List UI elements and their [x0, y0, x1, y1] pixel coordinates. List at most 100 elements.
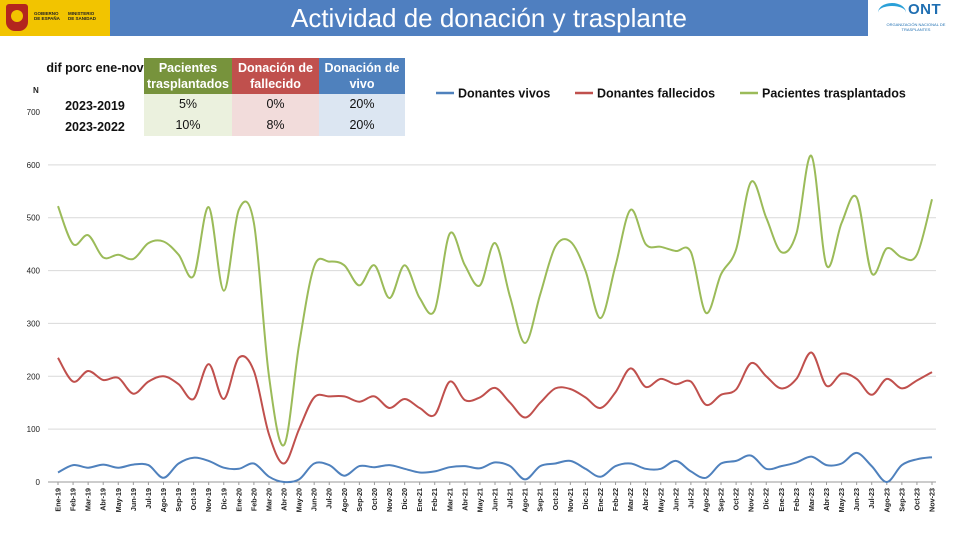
series-line-0 [57, 451, 933, 484]
x-tick-label: Dic-21 [581, 488, 590, 510]
table-cell: 20% [319, 94, 405, 115]
ont-swoosh-icon [878, 3, 906, 22]
table-cell: 8% [232, 115, 319, 136]
header-pacientes: Pacientes trasplantados [144, 58, 232, 94]
y-tick-label: 700 [27, 108, 41, 117]
x-tick-label: May-20 [295, 488, 304, 512]
x-tick-label: Feb-22 [611, 488, 620, 511]
x-tick-label: Sep-20 [355, 488, 364, 512]
ont-logo-subtitle: ORGANIZACIÓN NACIONAL DE TRASPLANTES [886, 22, 946, 32]
series-line-2 [57, 154, 933, 447]
x-tick-label: Ago-23 [882, 488, 891, 512]
x-tick-label: Nov-20 [385, 488, 394, 512]
x-tick-label: Ene-20 [234, 488, 243, 512]
legend-label: Donantes fallecidos [597, 87, 715, 101]
y-tick-label: 500 [27, 214, 41, 223]
x-tick-label: Oct-23 [912, 488, 921, 510]
x-tick-label: Oct-22 [732, 488, 741, 510]
chart-grid [48, 164, 936, 483]
y-tick-label: 300 [27, 319, 41, 328]
x-tick-label: Ene-19 [54, 488, 63, 512]
y-axis-label: N [33, 86, 39, 95]
logo-text-espana: DE ESPAÑA [34, 16, 60, 21]
row-label-2023-2019: 2023-2019 [65, 99, 125, 113]
table-cell: 5% [144, 94, 232, 115]
x-tick-label: Oct-21 [551, 488, 560, 510]
x-tick-label: Jul-21 [506, 488, 515, 509]
x-tick-label: Feb-21 [430, 488, 439, 511]
page-title: Actividad de donación y trasplante [290, 3, 688, 33]
x-tick-label: Ago-20 [340, 488, 349, 512]
x-tick-label: Jul-23 [867, 488, 876, 509]
y-axis-ticks: 0 100 200 300 400 500 600 700 [27, 108, 41, 487]
x-tick-label: Abr-19 [99, 488, 108, 511]
x-tick-label: May-19 [114, 488, 123, 512]
ont-logo: ONT ORGANIZACIÓN NACIONAL DE TRASPLANTES [868, 0, 960, 36]
x-tick-label: Mar-21 [445, 488, 454, 511]
coat-of-arms-icon [6, 4, 28, 31]
header-donacion-vivo: Donación de vivo [319, 58, 405, 94]
x-tick-label: Sep-22 [717, 488, 726, 512]
chart-legend: Donantes vivos Donantes fallecidos Pacient… [436, 87, 906, 101]
y-tick-label: 100 [27, 425, 41, 434]
header-donacion-fallecido: Donación de fallecido [232, 58, 319, 94]
x-tick-label: Ago-21 [521, 488, 530, 512]
y-tick-label: 200 [27, 372, 41, 381]
x-tick-label: Jul-22 [686, 488, 695, 509]
x-tick-label: Abr-23 [822, 488, 831, 511]
header: GOBIERNO DE ESPAÑA MINISTERIO DE SANIDAD… [0, 0, 960, 36]
x-tick-label: Nov-19 [204, 488, 213, 512]
table-cell: 0% [232, 94, 319, 115]
table-cell: 10% [144, 115, 232, 136]
x-tick-label: Mar-23 [807, 488, 816, 511]
x-tick-label: Jun-22 [671, 488, 680, 511]
row-label-2023-2022: 2023-2022 [65, 120, 125, 134]
x-tick-label: Ene-23 [777, 488, 786, 512]
logo-text-ministerio: MINISTERIO [68, 11, 95, 16]
x-tick-label: May-22 [656, 488, 665, 512]
x-axis-ticks: Ene-19 Feb-19 Mar-19 Abr-19 May-19 Jun-19 Jul-… [54, 482, 937, 512]
x-tick-label: Jul-19 [144, 488, 153, 509]
x-tick-label: Nov-23 [928, 488, 937, 512]
gobierno-logo: GOBIERNO DE ESPAÑA MINISTERIO DE SANIDAD [0, 0, 110, 36]
x-tick-label: Ago-19 [159, 488, 168, 512]
x-tick-label: Feb-19 [69, 488, 78, 511]
x-tick-label: Nov-22 [747, 488, 756, 512]
x-tick-label: Sep-23 [897, 488, 906, 512]
x-tick-label: Jul-20 [325, 488, 334, 509]
x-tick-label: Sep-19 [174, 488, 183, 512]
x-tick-label: Dic-22 [762, 488, 771, 510]
chart-series [57, 154, 933, 484]
x-tick-label: Feb-20 [249, 488, 258, 511]
x-tick-label: Oct-19 [189, 488, 198, 510]
x-tick-label: Nov-21 [566, 488, 575, 512]
x-tick-label: Abr-22 [641, 488, 650, 511]
legend-label: Pacientes trasplantados [762, 87, 906, 101]
x-tick-label: Jun-21 [491, 488, 500, 511]
legend-label: Donantes vivos [458, 87, 550, 101]
x-tick-label: Ene-21 [415, 488, 424, 512]
x-tick-label: Abr-20 [280, 488, 289, 511]
logo-text-gobierno: GOBIERNO [34, 11, 59, 16]
x-tick-label: Oct-20 [370, 488, 379, 510]
table-cell: 20% [319, 115, 405, 136]
x-tick-label: Jun-20 [310, 488, 319, 511]
x-tick-label: May-21 [475, 488, 484, 512]
table-corner-label: dif porc ene-nov [46, 61, 144, 75]
title-bar: Actividad de donación y trasplante [110, 0, 868, 36]
x-tick-label: Jun-19 [129, 488, 138, 511]
x-tick-label: Sep-21 [536, 488, 545, 512]
x-tick-label: Jun-23 [852, 488, 861, 511]
x-tick-label: Abr-21 [460, 488, 469, 511]
logo-text-sanidad: DE SANIDAD [68, 16, 97, 21]
series-line-1 [57, 351, 933, 465]
x-tick-label: Mar-20 [264, 488, 273, 511]
y-tick-label: 400 [27, 267, 41, 276]
x-tick-label: Mar-22 [626, 488, 635, 511]
x-tick-label: Dic-20 [400, 488, 409, 510]
x-tick-label: May-23 [837, 488, 846, 512]
x-tick-label: Mar-19 [84, 488, 93, 511]
x-tick-label: Dic-19 [219, 488, 228, 510]
ont-logo-name: ONT [908, 1, 942, 18]
